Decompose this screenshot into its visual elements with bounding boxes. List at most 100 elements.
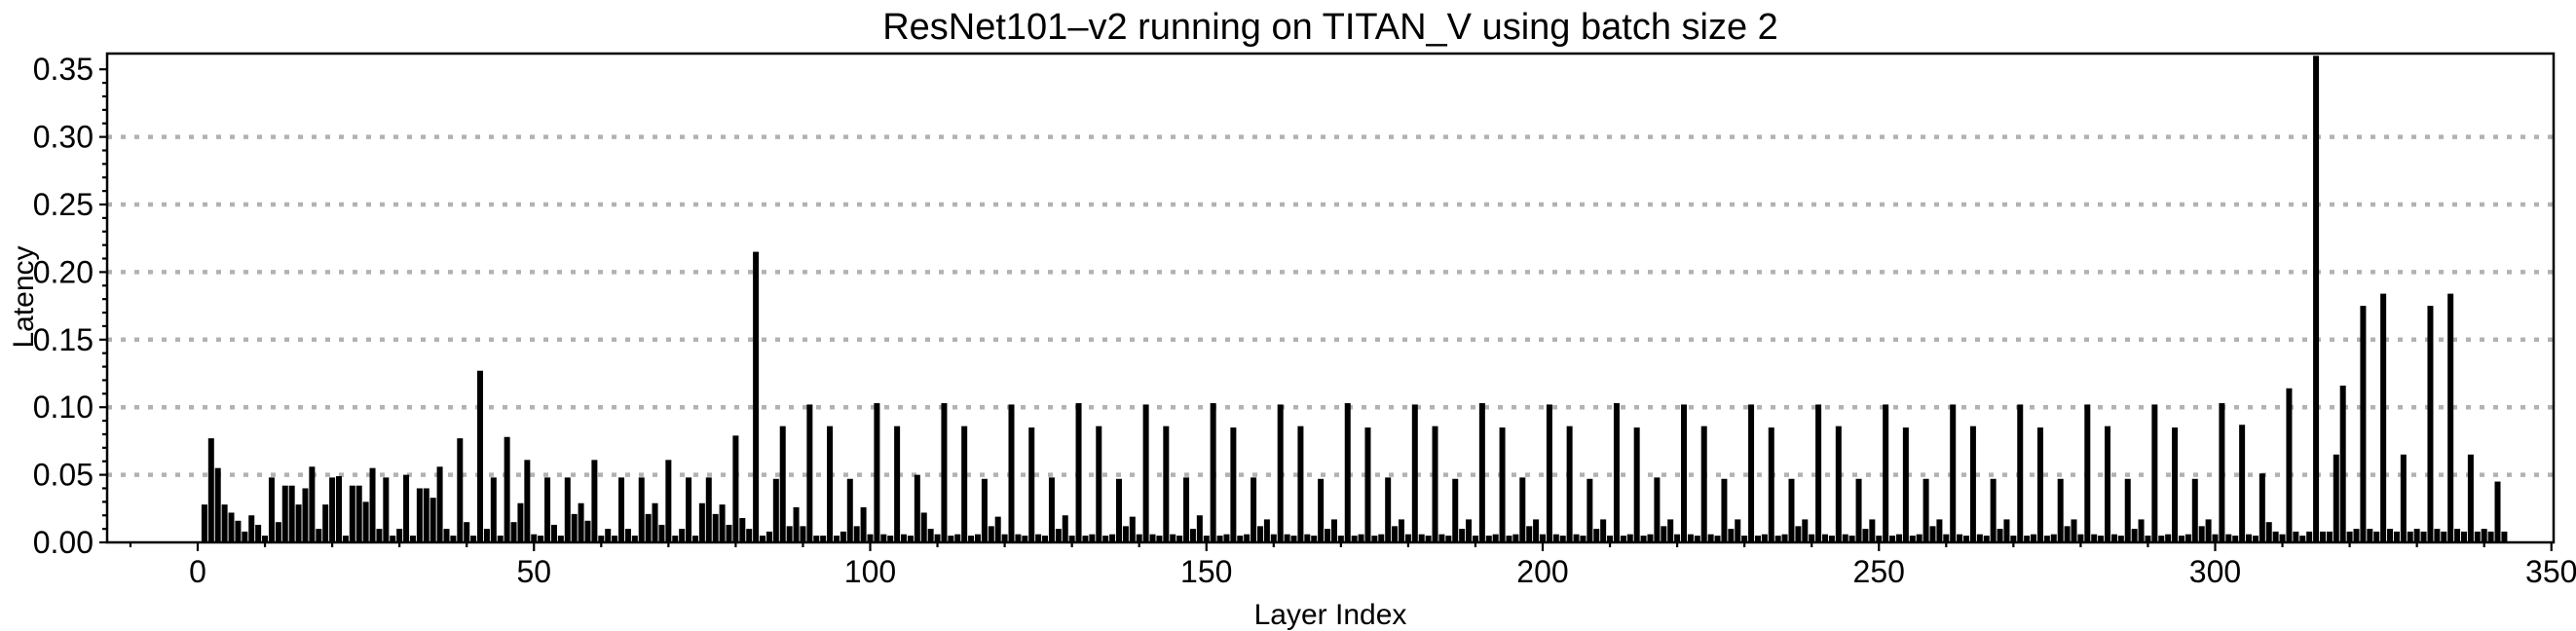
bar-layer-45 xyxy=(497,536,504,542)
bar-layer-94 xyxy=(827,426,834,542)
bar-layer-264 xyxy=(1969,426,1976,542)
bar-layer-95 xyxy=(833,536,840,542)
bar-layer-343 xyxy=(2501,531,2508,542)
bar-layer-167 xyxy=(1318,478,1325,542)
bar-layer-323 xyxy=(2367,529,2373,542)
bar-layer-115 xyxy=(968,536,975,542)
bar-layer-52 xyxy=(544,477,551,542)
bar-layer-47 xyxy=(510,522,517,542)
bar-layer-177 xyxy=(1385,477,1392,542)
bar-layer-237 xyxy=(1788,478,1795,542)
bar-layer-185 xyxy=(1438,534,1445,542)
bar-layer-53 xyxy=(550,524,557,542)
bar-layer-161 xyxy=(1277,404,1284,542)
bar-layer-60 xyxy=(598,536,605,542)
bar-layer-322 xyxy=(2360,306,2367,542)
bar-layer-118 xyxy=(988,526,994,542)
bar-layer-320 xyxy=(2346,531,2353,542)
bar-layer-201 xyxy=(1546,404,1552,542)
bar-layer-269 xyxy=(2003,519,2010,542)
bar-layer-55 xyxy=(564,477,571,542)
bar-layer-165 xyxy=(1304,534,1311,542)
bar-layer-190 xyxy=(1472,536,1478,542)
y-tick-label-0.05: 0.05 xyxy=(33,458,93,493)
bar-layer-21 xyxy=(336,475,343,542)
bar-layer-166 xyxy=(1311,536,1318,542)
bar-layer-153 xyxy=(1223,534,1230,542)
bar-layer-91 xyxy=(806,404,813,542)
bar-layer-281 xyxy=(2084,404,2091,542)
bar-layer-19 xyxy=(322,504,329,542)
bar-layer-208 xyxy=(1593,529,1600,542)
bar-layer-331 xyxy=(2420,531,2427,542)
bar-layer-73 xyxy=(686,477,692,542)
bar-layer-27 xyxy=(376,529,383,542)
bar-layer-231 xyxy=(1748,404,1755,542)
bar-layer-54 xyxy=(557,536,564,542)
bar-layer-10 xyxy=(262,536,269,542)
bar-layer-155 xyxy=(1237,536,1244,542)
bar-layer-43 xyxy=(483,529,490,542)
bar-layer-218 xyxy=(1661,526,1667,542)
bar-layer-154 xyxy=(1230,427,1237,542)
bar-layer-207 xyxy=(1587,478,1593,542)
bar-layer-286 xyxy=(2117,536,2124,542)
bar-layer-315 xyxy=(2313,56,2320,542)
bar-layer-191 xyxy=(1478,403,1485,542)
bar-layer-321 xyxy=(2353,529,2360,542)
bar-layer-319 xyxy=(2339,385,2346,542)
bar-layer-278 xyxy=(2064,526,2071,542)
bar-layer-261 xyxy=(1950,404,1957,542)
bar-layer-79 xyxy=(726,524,732,542)
bar-layer-188 xyxy=(1459,529,1466,542)
bar-layer-87 xyxy=(779,426,786,542)
bar-layer-12 xyxy=(275,522,281,542)
bar-layer-289 xyxy=(2138,519,2145,542)
bar-layer-147 xyxy=(1183,477,1190,542)
y-tick-label-0.25: 0.25 xyxy=(33,187,93,222)
bar-layer-121 xyxy=(1008,404,1015,542)
bar-layer-109 xyxy=(927,529,934,542)
bar-layer-221 xyxy=(1681,404,1688,542)
bar-layer-340 xyxy=(2481,529,2487,542)
bar-layer-314 xyxy=(2306,531,2313,542)
bar-layer-265 xyxy=(1976,534,1983,542)
bar-layer-102 xyxy=(880,534,887,542)
bar-layer-113 xyxy=(954,534,961,542)
bar-layer-232 xyxy=(1754,536,1761,542)
bar-layer-30 xyxy=(396,529,403,542)
bar-layer-202 xyxy=(1552,534,1559,542)
bar-layer-120 xyxy=(1001,534,1008,542)
bar-layer-248 xyxy=(1862,529,1869,542)
bar-layer-158 xyxy=(1256,526,1263,542)
bar-layer-243 xyxy=(1828,536,1835,542)
bar-layer-105 xyxy=(901,534,908,542)
bar-layer-62 xyxy=(612,536,618,542)
bar-layer-116 xyxy=(974,534,981,542)
x-tick-label-100: 100 xyxy=(844,554,896,589)
y-tick-label-0.15: 0.15 xyxy=(33,322,93,357)
bar-layer-259 xyxy=(1936,519,1943,542)
bar-layer-225 xyxy=(1707,534,1714,542)
bar-layer-3 xyxy=(214,467,221,542)
bar-layer-9 xyxy=(255,524,262,542)
bar-layer-326 xyxy=(2387,529,2394,542)
bar-layer-76 xyxy=(705,477,712,542)
bar-layer-295 xyxy=(2178,536,2184,542)
bar-layer-325 xyxy=(2380,293,2387,542)
bar-layer-123 xyxy=(1022,536,1028,542)
bar-layer-324 xyxy=(2373,531,2380,542)
bar-layer-104 xyxy=(894,426,901,542)
bar-layer-176 xyxy=(1378,534,1385,542)
bar-layer-66 xyxy=(638,477,645,542)
bar-layer-173 xyxy=(1358,534,1364,542)
bar-layer-217 xyxy=(1654,477,1661,542)
bar-layer-214 xyxy=(1633,427,1640,542)
bar-layer-276 xyxy=(2050,534,2057,542)
bar-layer-301 xyxy=(2219,403,2225,542)
bar-layer-26 xyxy=(369,467,376,542)
bar-layer-242 xyxy=(1822,534,1829,542)
bar-layer-212 xyxy=(1620,536,1626,542)
bar-layer-234 xyxy=(1768,427,1774,542)
bar-layer-37 xyxy=(443,529,450,542)
